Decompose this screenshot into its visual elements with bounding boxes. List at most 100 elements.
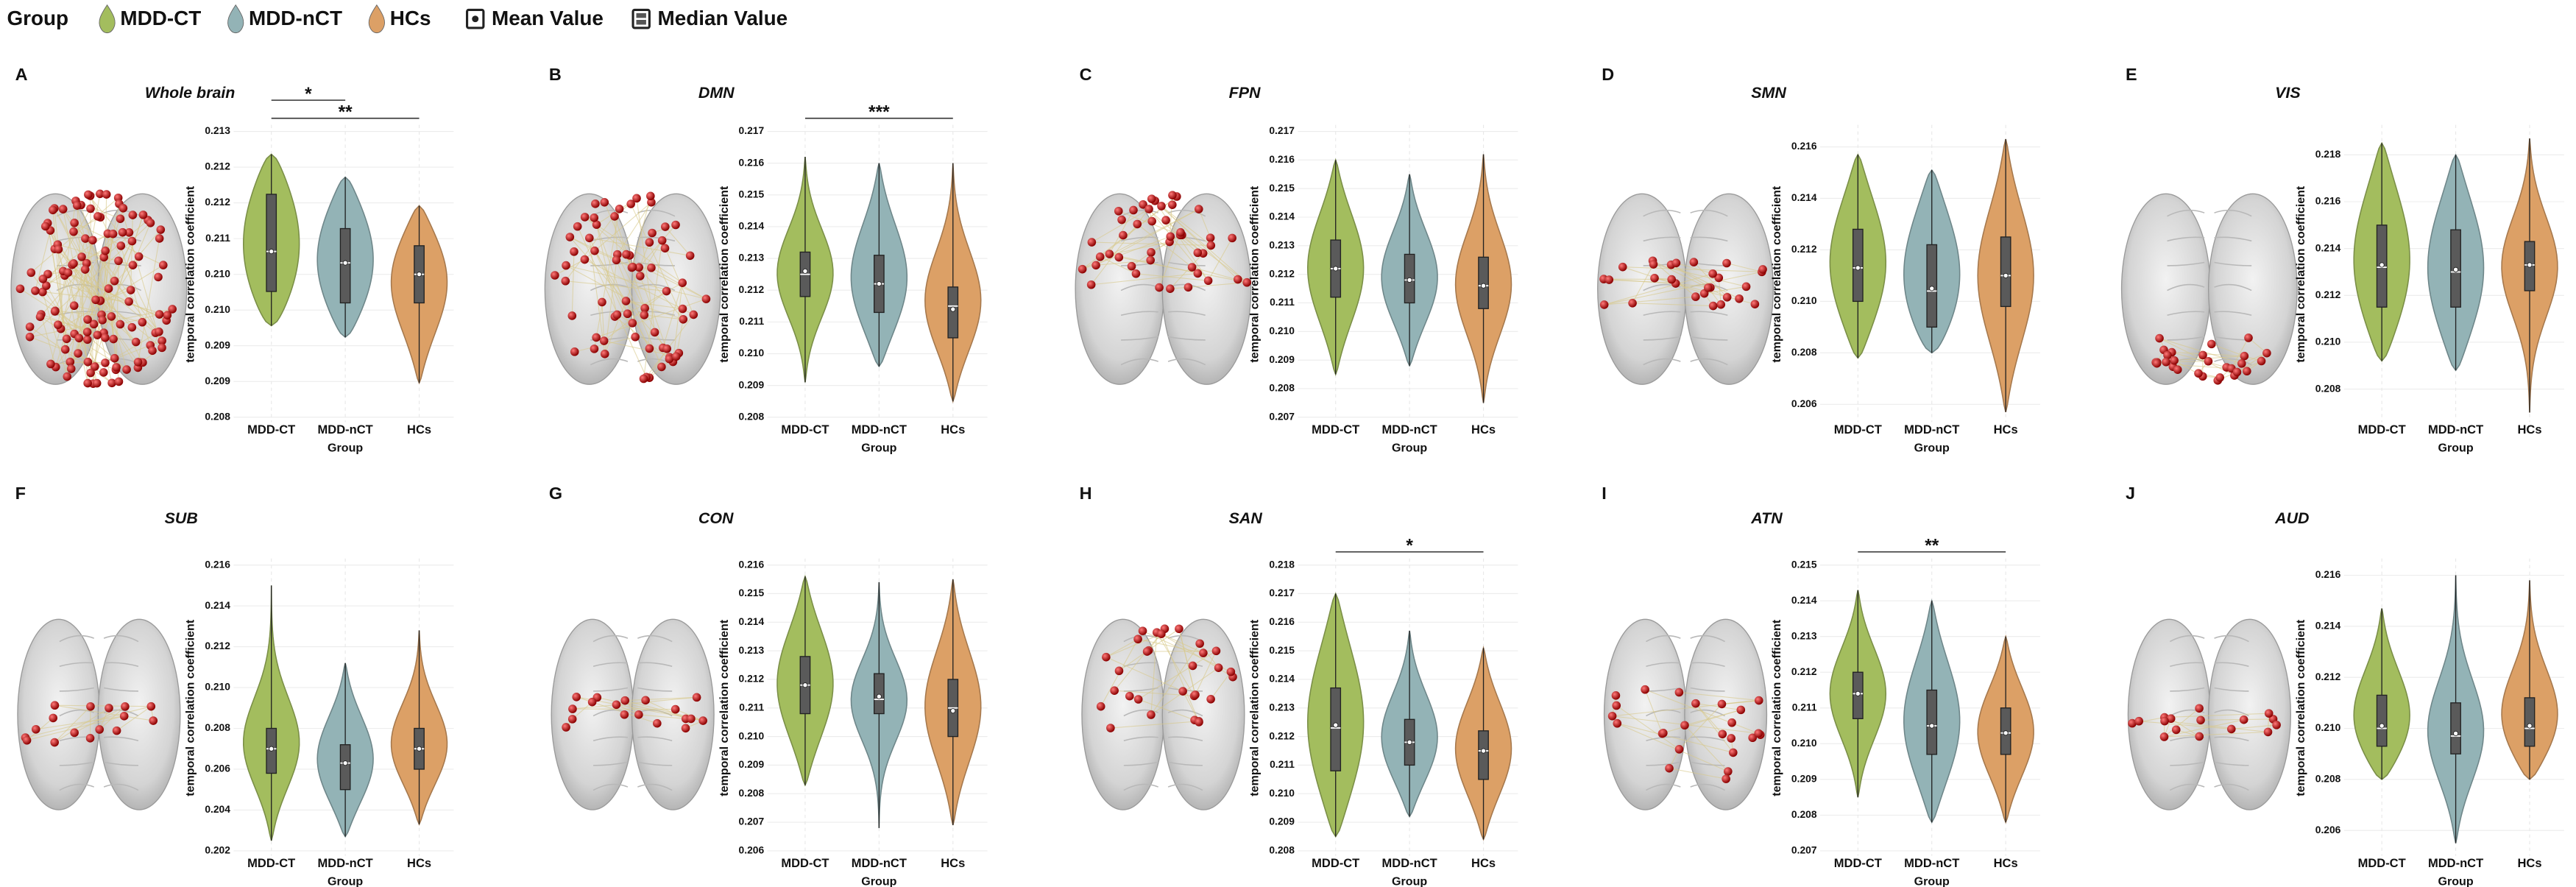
- y-tick-label: 0.207: [1269, 410, 1295, 422]
- mean: [2527, 723, 2533, 729]
- connection: [565, 280, 667, 292]
- connection: [2164, 731, 2268, 738]
- connection: [47, 222, 68, 339]
- sulcus: [637, 236, 676, 242]
- node: [1226, 667, 1236, 676]
- node: [1191, 690, 1200, 699]
- sulcus: [590, 283, 629, 291]
- connection: [1151, 198, 1248, 283]
- sulcus: [2170, 761, 2205, 766]
- node: [1206, 233, 1215, 242]
- connection: [99, 203, 120, 301]
- node: [63, 372, 72, 381]
- node: [634, 263, 643, 272]
- connection: [120, 245, 143, 322]
- connection: [35, 715, 124, 730]
- sulcus: [1120, 358, 1158, 366]
- node: [110, 353, 119, 363]
- sulcus: [1167, 358, 1206, 366]
- sulcus: [1123, 635, 1159, 643]
- connection: [1114, 628, 1165, 691]
- node: [2232, 367, 2242, 377]
- node: [2272, 721, 2281, 729]
- y-tick-label: 0.216: [205, 558, 230, 570]
- y-tick-label: 0.210: [205, 681, 230, 693]
- connection: [103, 219, 149, 258]
- panel-label: B: [549, 65, 562, 84]
- node: [1133, 695, 1143, 704]
- box: [339, 227, 351, 304]
- y-axis-label: temporal correlation coefficient: [184, 619, 197, 796]
- mean: [416, 746, 422, 752]
- connection: [640, 240, 663, 277]
- mean: [1855, 690, 1861, 696]
- y-tick-label: 0.211: [1270, 296, 1295, 308]
- node: [40, 222, 50, 231]
- y-tick-label: 0.207: [1791, 844, 1817, 856]
- node: [657, 236, 667, 245]
- sulcus: [1646, 662, 1681, 668]
- x-tick-label: MDD-nCT: [318, 857, 373, 870]
- panel: B DMN 0.208 0.209 0.210 0.211 0.212 0.213 0.214 0…: [544, 65, 988, 454]
- hemisphere: [17, 618, 101, 810]
- connection: [77, 205, 88, 384]
- node: [565, 233, 575, 241]
- node: [1613, 718, 1622, 728]
- mean: [950, 708, 956, 714]
- node: [88, 236, 97, 245]
- x-tick-label: MDD-nCT: [318, 423, 373, 437]
- connection: [1105, 633, 1162, 658]
- node: [1188, 661, 1197, 671]
- legend-swatch: [368, 4, 385, 34]
- mean: [2379, 723, 2385, 729]
- panel: G CON 0.206 0.207 0.208 0.209 0.210 0.211 0.212 0…: [549, 484, 988, 887]
- box: [2376, 694, 2388, 747]
- y-tick-label: 0.209: [205, 339, 230, 350]
- panel-label: I: [1602, 484, 1607, 503]
- node: [69, 259, 78, 268]
- connection: [1622, 266, 1762, 272]
- connection: [54, 704, 152, 707]
- connection: [2139, 721, 2232, 729]
- connection: [1208, 238, 1233, 281]
- brain: [544, 191, 721, 385]
- panel: F SUB 0.202 0.204 0.206 0.208 0.210 0.212 0.214 0…: [15, 484, 454, 887]
- node: [2159, 732, 2169, 741]
- node: [645, 238, 654, 247]
- sulcus: [103, 783, 139, 791]
- y-tick-label: 0.208: [739, 787, 765, 799]
- connection: [614, 216, 618, 255]
- x-tick-label: MDD-nCT: [852, 857, 907, 870]
- panel: C FPN 0.207 0.208 0.209 0.210 0.211 0.212 0.213 0…: [1075, 65, 1518, 454]
- node: [138, 211, 148, 219]
- y-tick-label: 0.212: [1791, 243, 1817, 255]
- node: [2264, 709, 2274, 718]
- node: [1114, 252, 1124, 262]
- hemisphere: [1597, 193, 1687, 385]
- panel: H SAN 0.208 0.209 0.210 0.211 0.212 0.213 0.214 0…: [1080, 484, 1518, 887]
- node: [2243, 367, 2251, 376]
- node: [1722, 292, 1732, 302]
- x-tick-label: MDD-CT: [781, 423, 829, 437]
- node: [2155, 333, 2164, 343]
- node: [1114, 206, 1123, 216]
- node: [689, 310, 698, 319]
- node: [551, 271, 559, 280]
- x-tick-label: MDD-CT: [1834, 423, 1882, 437]
- y-axis-label: temporal correlation coefficient: [184, 185, 197, 363]
- node: [1716, 300, 1726, 309]
- connection: [1150, 643, 1200, 715]
- mean: [1855, 265, 1861, 271]
- node: [1168, 191, 1177, 199]
- connection: [1138, 650, 1217, 700]
- sulcus: [2170, 662, 2205, 668]
- node: [146, 702, 156, 711]
- connection: [604, 291, 667, 342]
- y-tick-label: 0.218: [2315, 148, 2341, 160]
- mean: [2453, 266, 2459, 272]
- node: [122, 365, 131, 374]
- brain: [10, 189, 188, 388]
- node: [2215, 373, 2225, 382]
- node: [2257, 356, 2266, 366]
